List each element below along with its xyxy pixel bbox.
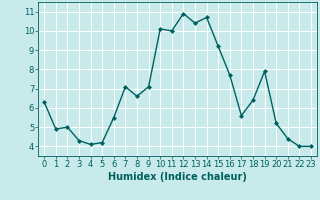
X-axis label: Humidex (Indice chaleur): Humidex (Indice chaleur) — [108, 172, 247, 182]
